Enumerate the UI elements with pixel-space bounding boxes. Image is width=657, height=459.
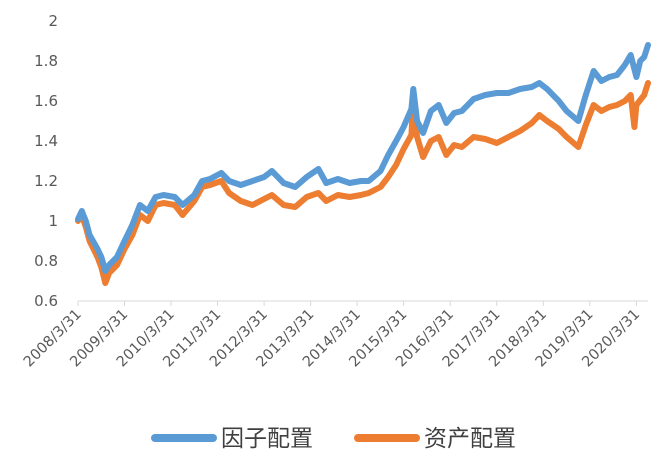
y-tick-label: 0.6 bbox=[34, 292, 58, 310]
legend: 因子配置 资产配置 bbox=[151, 426, 516, 452]
y-tick-label: 1 bbox=[48, 212, 58, 230]
y-tick-label: 2 bbox=[48, 12, 58, 30]
series-line-factor bbox=[75, 42, 651, 274]
y-axis-ticks: 0.6 0.8 1 1.2 1.4 1.6 1.8 2 bbox=[34, 12, 58, 310]
x-axis-ticks: 2008/3/312009/3/312010/3/312011/3/312012… bbox=[21, 301, 643, 370]
y-tick-label: 1.6 bbox=[34, 92, 58, 110]
legend-label-asset: 资产配置 bbox=[424, 426, 516, 452]
series-layer bbox=[75, 42, 651, 286]
series-line-asset bbox=[75, 80, 651, 286]
y-tick-label: 1.8 bbox=[34, 52, 58, 70]
y-tick-label: 1.4 bbox=[34, 132, 58, 150]
y-tick-label: 1.2 bbox=[34, 172, 58, 190]
y-tick-label: 0.8 bbox=[34, 252, 58, 270]
legend-label-factor: 因子配置 bbox=[221, 426, 313, 452]
